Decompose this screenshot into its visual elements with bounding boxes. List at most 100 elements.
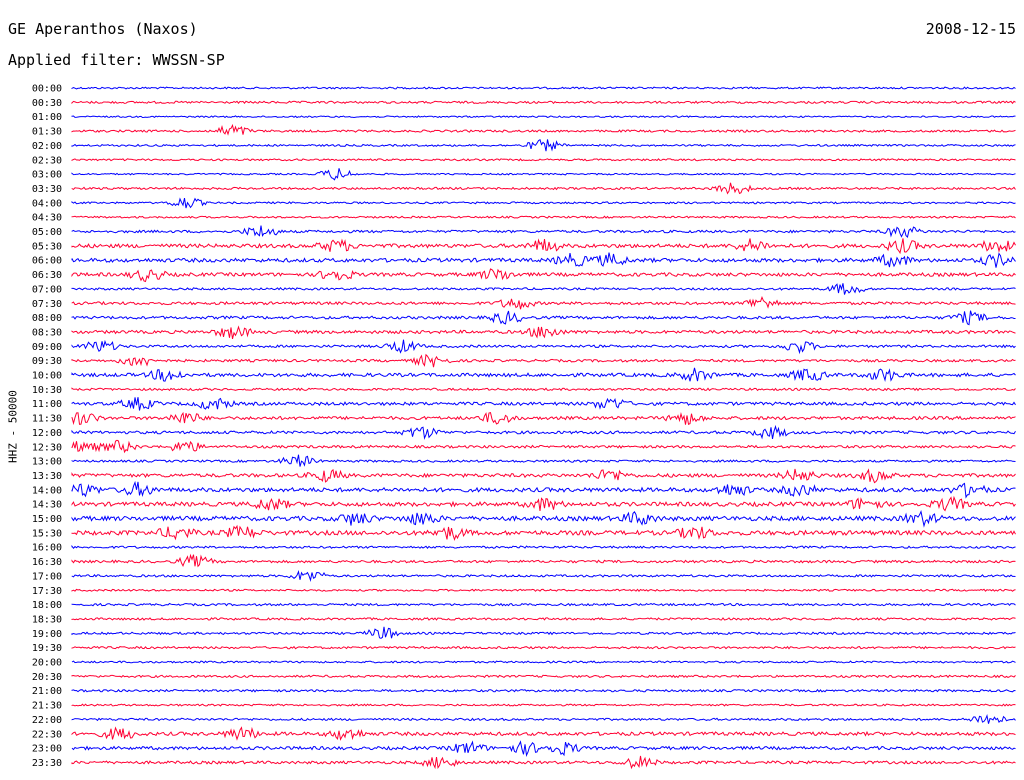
- traces: [71, 86, 1016, 770]
- time-tick-label: 15:30: [32, 528, 62, 539]
- time-tick-label: 19:00: [32, 629, 62, 640]
- time-tick-label: 05:00: [32, 227, 62, 238]
- time-tick-label: 23:00: [32, 744, 62, 755]
- time-tick-label: 18:00: [32, 600, 62, 611]
- time-tick-label: 03:00: [32, 170, 62, 181]
- filter-label: Applied filter: WWSSN-SP: [8, 51, 225, 69]
- time-tick-label: 08:30: [32, 327, 62, 338]
- time-tick-label: 12:30: [32, 442, 62, 453]
- time-tick-label: 09:00: [32, 342, 62, 353]
- trace-row: [71, 617, 1016, 621]
- trace-row: [71, 238, 1016, 255]
- time-tick-label: 00:30: [32, 98, 62, 109]
- time-tick-label: 17:30: [32, 586, 62, 597]
- trace-row: [71, 439, 1016, 454]
- trace-row: [71, 726, 1016, 741]
- trace-row: [71, 367, 1016, 382]
- trace-row: [71, 123, 1016, 136]
- time-tick-label: 04:30: [32, 213, 62, 224]
- trace-row: [71, 509, 1016, 528]
- trace-row: [71, 100, 1016, 105]
- trace-row: [71, 740, 1016, 757]
- date-label: 2008-12-15: [925, 20, 1016, 38]
- trace-row: [71, 495, 1016, 512]
- time-tick-label: 22:30: [32, 729, 62, 740]
- time-tick-label: 07:30: [32, 299, 62, 310]
- trace-row: [71, 553, 1016, 568]
- time-tick-label: 10:00: [32, 371, 62, 382]
- time-tick-label: 21:00: [32, 686, 62, 697]
- time-tick-label: 06:30: [32, 270, 62, 281]
- trace-row: [71, 325, 1016, 340]
- trace-row: [71, 468, 1016, 484]
- time-tick-label: 11:30: [32, 414, 62, 425]
- time-tick-label: 14:30: [32, 500, 62, 511]
- trace-row: [71, 674, 1016, 679]
- tick-labels: 00:00 00:30 01:00 01:30 02:00 02:30 03:00 03:30…: [32, 84, 62, 769]
- time-tick-label: 14:00: [32, 485, 62, 496]
- time-tick-label: 08:00: [32, 313, 62, 324]
- trace-row: [71, 660, 1016, 664]
- time-tick-label: 05:30: [32, 241, 62, 252]
- time-tick-label: 17:00: [32, 571, 62, 582]
- trace-row: [71, 411, 1016, 426]
- trace-row: [71, 225, 1016, 238]
- trace-row: [71, 353, 1016, 368]
- trace-row: [71, 424, 1016, 440]
- time-tick-label: 00:00: [32, 84, 62, 95]
- trace-row: [71, 115, 1016, 119]
- trace-row: [71, 454, 1016, 467]
- station-title: GE Aperanthos (Naxos): [8, 20, 198, 38]
- trace-row: [71, 310, 1016, 326]
- time-tick-label: 19:30: [32, 643, 62, 654]
- trace-row: [71, 86, 1016, 90]
- time-tick-label: 09:30: [32, 356, 62, 367]
- trace-row: [71, 588, 1016, 592]
- trace-row: [71, 168, 1016, 181]
- time-tick-label: 22:00: [32, 715, 62, 726]
- trace-row: [71, 215, 1016, 219]
- trace-row: [71, 755, 1016, 770]
- trace-row: [71, 524, 1016, 542]
- trace-row: [71, 602, 1016, 607]
- time-tick-label: 18:30: [32, 614, 62, 625]
- trace-row: [71, 296, 1016, 310]
- trace-row: [71, 182, 1016, 195]
- trace-row: [71, 252, 1016, 268]
- trace-row: [71, 138, 1016, 152]
- trace-row: [71, 544, 1016, 550]
- trace-row: [71, 268, 1016, 283]
- trace-row: [71, 480, 1016, 499]
- time-tick-label: 16:00: [32, 543, 62, 554]
- time-tick-label: 20:30: [32, 672, 62, 683]
- trace-row: [71, 387, 1016, 392]
- trace-row: [71, 283, 1016, 295]
- trace-row: [71, 645, 1016, 650]
- time-tick-label: 01:00: [32, 112, 62, 123]
- time-tick-label: 13:00: [32, 457, 62, 468]
- time-tick-label: 01:30: [32, 127, 62, 138]
- time-tick-label: 23:30: [32, 758, 62, 769]
- trace-row: [71, 397, 1016, 411]
- trace-row: [71, 713, 1016, 724]
- time-tick-label: 13:30: [32, 471, 62, 482]
- time-tick-label: 02:00: [32, 141, 62, 152]
- time-tick-label: 06:00: [32, 256, 62, 267]
- trace-row: [71, 569, 1016, 583]
- time-tick-label: 12:00: [32, 428, 62, 439]
- trace-row: [71, 626, 1016, 639]
- time-tick-label: 15:00: [32, 514, 62, 525]
- trace-row: [71, 197, 1016, 209]
- time-tick-label: 20:00: [32, 658, 62, 669]
- time-tick-label: 10:30: [32, 385, 62, 396]
- time-tick-label: 21:30: [32, 701, 62, 712]
- trace-row: [71, 703, 1016, 707]
- trace-row: [71, 339, 1016, 355]
- trace-row: [71, 688, 1016, 693]
- time-tick-label: 07:00: [32, 284, 62, 295]
- time-tick-label: 03:30: [32, 184, 62, 195]
- time-tick-label: 16:30: [32, 557, 62, 568]
- time-tick-label: 02:30: [32, 155, 62, 166]
- trace-row: [71, 158, 1016, 162]
